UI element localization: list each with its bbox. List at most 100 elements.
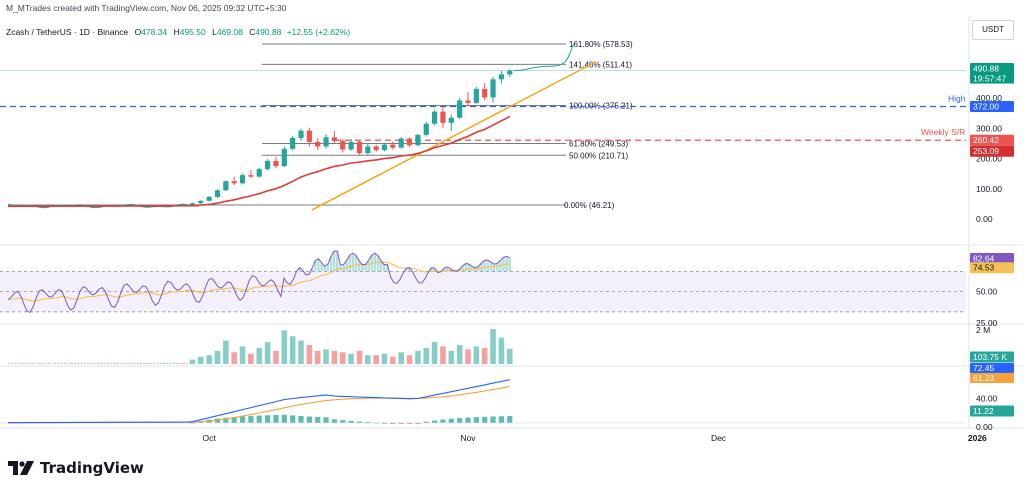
- volume-bar-early: [44, 362, 47, 364]
- tradingview-logo[interactable]: TradingView: [8, 458, 144, 478]
- macd-histogram-bar: [440, 419, 446, 423]
- y-tick-label-1: 100.00: [976, 184, 1002, 194]
- macd-histogram-bar: [398, 422, 404, 424]
- projection-path: [513, 43, 575, 72]
- volume-bar-early: [64, 362, 67, 364]
- volume-bar-early: [70, 362, 73, 364]
- candle-body: [348, 141, 354, 150]
- macd-signal-line: [7, 386, 510, 424]
- volume-bar: [331, 350, 338, 364]
- candle-body: [490, 79, 496, 98]
- volume-bar: [423, 347, 430, 364]
- volume-bar: [481, 347, 488, 364]
- volume-bar-early: [77, 363, 80, 364]
- volume-bar: [264, 342, 271, 364]
- y-tick-label-4: 400.00: [976, 93, 1002, 103]
- macd-histogram-bar: [490, 416, 496, 423]
- candle-body: [198, 200, 204, 204]
- macd-hist-tag-bg: [970, 405, 1014, 417]
- candle-body: [214, 190, 221, 197]
- candle-body: [365, 146, 371, 154]
- volume-bar: [198, 356, 204, 364]
- rsi-ma-value-tag: 74.53: [973, 263, 995, 273]
- macd-signal-tag-bg: [970, 373, 1014, 383]
- macd-hist-tag: 11.22: [973, 406, 994, 416]
- volume-bar-early: [159, 362, 162, 364]
- volume-bar-early: [100, 362, 103, 364]
- volume-bar-early: [14, 362, 17, 364]
- volume-bar-early: [103, 362, 106, 364]
- volume-bar-early: [21, 362, 24, 364]
- volume-bar: [490, 328, 496, 364]
- macd-histogram-bar: [482, 416, 488, 423]
- macd-histogram-bar: [281, 414, 287, 423]
- candle-body: [265, 160, 271, 170]
- macd-value-tag: 72.45: [973, 363, 995, 373]
- candle-body: [206, 196, 212, 201]
- volume-bar: [498, 337, 505, 364]
- volume-bar-early: [126, 363, 129, 364]
- volume-bar: [440, 346, 446, 364]
- candle-body: [331, 137, 337, 141]
- volume-bar-early: [50, 363, 53, 364]
- candle-body: [256, 169, 262, 177]
- macd-histogram-bar: [340, 420, 346, 423]
- macd-histogram-bar: [214, 418, 221, 423]
- x-tick-label-2: Nov: [460, 433, 476, 443]
- volume-bar-early: [179, 363, 182, 364]
- candle-body: [440, 111, 446, 123]
- volume-bar: [289, 336, 296, 364]
- macd-value-tag-bg: [970, 363, 1014, 373]
- currency-selector[interactable]: USDT: [972, 20, 1014, 40]
- symbol-legend[interactable]: Zcash / TetherUS · 1D · Binance O478.34 …: [6, 27, 350, 37]
- volume-bar: [415, 350, 421, 364]
- candle-body: [248, 175, 254, 177]
- macd-histogram-bar: [298, 415, 304, 423]
- volume-bar: [456, 345, 463, 364]
- volume-bar-early: [31, 362, 34, 364]
- macd-histogram-bar: [381, 422, 388, 424]
- volume-bar: [473, 346, 480, 364]
- candle-body: [381, 144, 388, 151]
- volume-bar-early: [169, 363, 172, 364]
- volume-bar-early: [149, 362, 152, 364]
- last-price-tag: 490.88: [973, 64, 999, 74]
- volume-bar-early: [116, 362, 119, 364]
- candle-body: [273, 160, 279, 167]
- volume-bar: [448, 350, 455, 364]
- rsi-tick-label-0: 50.00: [976, 287, 998, 297]
- macd-histogram-bar: [231, 417, 237, 423]
- volume-bar: [323, 349, 329, 364]
- volume-bar: [214, 350, 221, 364]
- symbol-name: Zcash / TetherUS · 1D · Binance: [6, 27, 129, 37]
- volume-bar: [298, 340, 304, 364]
- volume-bar-early: [17, 363, 20, 364]
- weekly-sr-label: Weekly S/R: [921, 127, 965, 137]
- fib-level-label-2: 61.80% (249.53): [569, 140, 628, 149]
- rsi-value-tag: 82.64: [973, 254, 995, 264]
- close-value: 490.88: [255, 27, 282, 37]
- volume-bar-early: [123, 362, 126, 364]
- x-tick-label-4: 2026: [968, 433, 987, 443]
- volume-bar: [239, 346, 246, 364]
- volume-bar: [248, 353, 254, 364]
- volume-bar-early: [34, 363, 37, 364]
- candle-body: [306, 130, 312, 142]
- volume-bar-early: [110, 363, 113, 364]
- macd-histogram-bar: [239, 416, 246, 423]
- macd-histogram-bar: [406, 422, 413, 424]
- volume-bar-early: [130, 362, 133, 364]
- volume-bar: [281, 330, 288, 364]
- fib-level-label-1: 50.00% (210.71): [569, 151, 628, 160]
- macd-histogram-bar: [507, 416, 513, 423]
- high-label: H: [173, 27, 180, 37]
- high-value: 495.50: [179, 27, 206, 37]
- open-value: 478.34: [141, 27, 168, 37]
- macd-histogram-bar: [473, 417, 479, 423]
- weekly-sr-price-tag: 260.42: [973, 135, 999, 145]
- macd-histogram-bar: [432, 420, 438, 423]
- candle-body: [298, 130, 304, 138]
- volume-bar: [189, 359, 196, 364]
- volume-bar: [348, 353, 354, 364]
